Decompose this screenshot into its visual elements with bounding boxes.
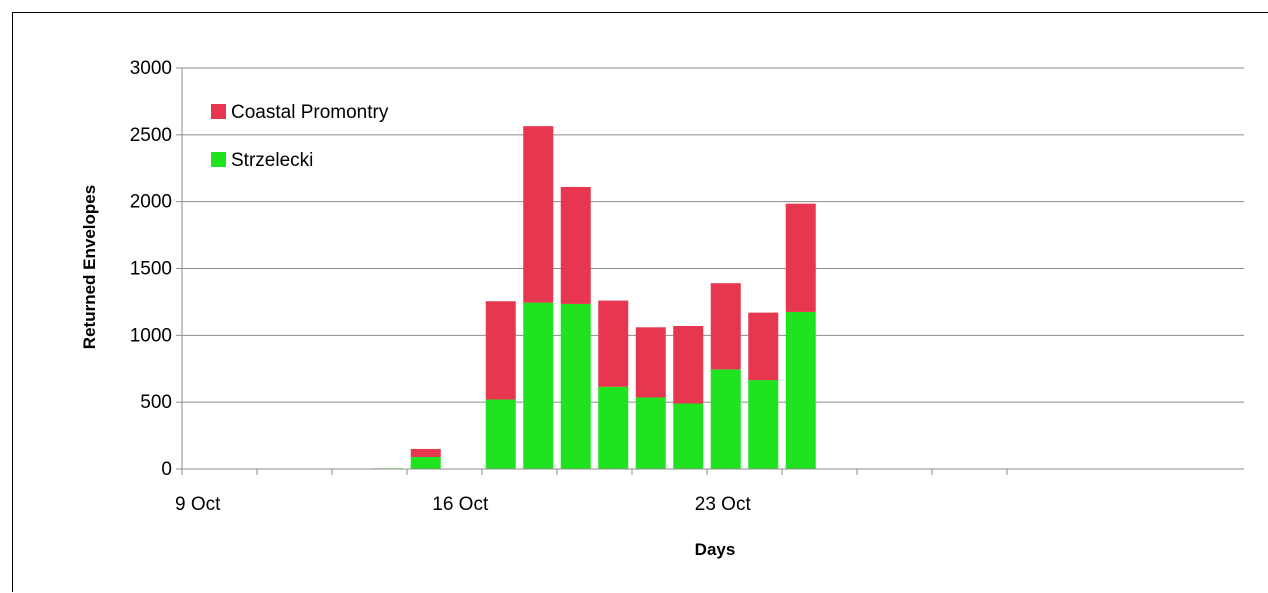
x-tick-label: 23 Oct [695, 494, 752, 515]
y-tick-label: 1000 [130, 325, 172, 346]
stacked-bar-chart: 0 500 1000 1500 2000 2500 3000 9 Oct 16 Oct 23 O… [80, 58, 1244, 559]
bar-coastal-promontry-20-oct [598, 300, 629, 387]
bar-strzelecki-23-oct [710, 369, 741, 469]
bar-strzelecki-24-oct [748, 380, 779, 469]
bar-coastal-promontry-25-oct [785, 203, 816, 312]
legend: Coastal Promontry Strzelecki [211, 102, 389, 171]
legend-swatch-strzelecki [211, 152, 226, 167]
y-tick-labels: 0 500 1000 1500 2000 2500 3000 [130, 58, 172, 480]
bar-strzelecki-21-oct [635, 397, 666, 469]
bar-strzelecki-20-oct [598, 386, 629, 469]
bar-strzelecki-17-oct [485, 399, 516, 469]
y-tick-label: 0 [161, 459, 172, 480]
bar-coastal-promontry-21-oct [635, 327, 666, 398]
y-tick-label: 500 [140, 392, 172, 413]
x-tick-label: 16 Oct [432, 494, 489, 515]
bar-coastal-promontry-22-oct [673, 325, 704, 404]
bar-strzelecki-22-oct [673, 403, 704, 469]
bar-coastal-promontry-24-oct [748, 312, 779, 381]
x-tick-labels: 9 Oct 16 Oct 23 Oct [175, 494, 751, 515]
bar-coastal-promontry-23-oct [710, 283, 741, 370]
legend-swatch-coastal-promontry [211, 104, 226, 119]
axes [176, 67, 1244, 475]
y-axis-label: Returned Envelopes [80, 185, 99, 349]
legend-label-coastal-promontry: Coastal Promontry [231, 102, 389, 123]
bar-coastal-promontry-19-oct [560, 186, 591, 304]
y-tick-label: 1500 [130, 259, 172, 280]
bar-strzelecki-19-oct [560, 303, 591, 469]
x-tick-label: 9 Oct [175, 494, 221, 515]
bar-coastal-promontry-17-oct [485, 301, 516, 400]
gridlines [182, 67, 1244, 403]
bar-strzelecki-15-oct [410, 456, 441, 469]
bar-strzelecki-18-oct [523, 302, 554, 469]
y-tick-label: 3000 [130, 58, 172, 79]
bar-strzelecki-25-oct [785, 311, 816, 469]
bar-coastal-promontry-18-oct [523, 126, 554, 303]
legend-label-strzelecki: Strzelecki [231, 150, 313, 171]
y-tick-label: 2000 [130, 192, 172, 213]
bars [373, 126, 816, 469]
x-axis-label: Days [695, 540, 736, 559]
chart-frame: 0 500 1000 1500 2000 2500 3000 9 Oct 16 Oct 23 O… [12, 12, 1268, 592]
bar-coastal-promontry-15-oct [410, 448, 441, 457]
y-tick-label: 2500 [130, 125, 172, 146]
